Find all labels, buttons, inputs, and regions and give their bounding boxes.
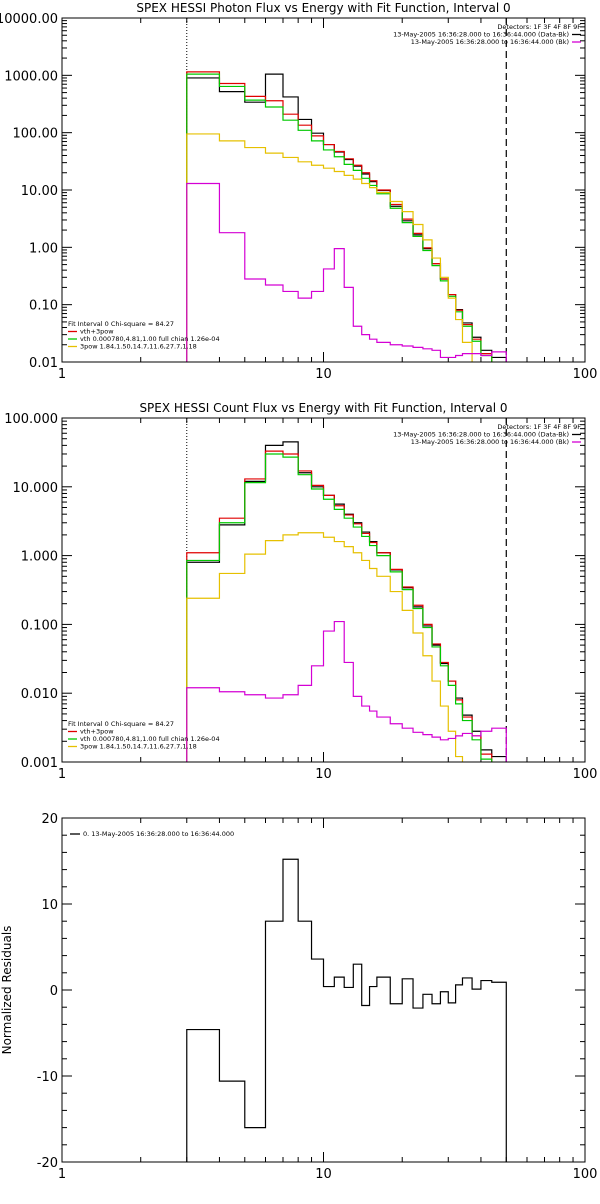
chart-panel-2: Normalized Residuals 1 10 100 -20 -10 0 10 20 0. …	[0, 812, 597, 1182]
series-line-data-bk	[186, 73, 507, 362]
series-line-data-bk	[186, 441, 507, 762]
legend-header: Fit Interval 0 Chi-square = 84.27	[68, 320, 174, 328]
y-tick-label: 0.100	[21, 618, 58, 633]
legend-entry-label: 13-May-2005 16:36:28.000 to 16:36:44.000…	[411, 438, 569, 446]
y-tick-label: 100.00	[13, 127, 59, 142]
legend-entry-label: vth 0.000780,4.81,1.00 full chian 1.26e-…	[80, 335, 220, 343]
chart-title: SPEX HESSI Count Flux vs Energy with Fit…	[139, 401, 507, 415]
y-tick-label: 100.000	[4, 412, 58, 427]
series-line-bk	[186, 620, 507, 762]
series-line-vth	[186, 73, 493, 362]
series-line-residuals	[186, 858, 507, 1162]
x-tick-label: 10	[315, 367, 332, 382]
legend-entry-label: 3pow 1.84,1.50,14.7,11.6,27.7,1.18	[80, 743, 197, 751]
legend-entry-label: 13-May-2005 16:36:28.000 to 16:36:44.000…	[411, 38, 569, 46]
legend-header: Detectors: 1F 3F 4F 8F 9F	[497, 23, 581, 31]
series-group	[186, 858, 507, 1162]
series-line-vth-3pow	[186, 71, 493, 362]
legend-entry-label: 3pow 1.84,1.50,14.7,11.6,27.7,1.18	[80, 343, 197, 351]
legend-entry-label: 0. 13-May-2005 16:36:28.000 to 16:36:44.…	[83, 830, 234, 838]
series-line-3pow	[186, 133, 473, 362]
series-line-vth	[186, 453, 493, 762]
legend-header: Fit Interval 0 Chi-square = 84.27	[68, 720, 174, 728]
legend-entry-label: 13-May-2005 16:36:28.000 to 16:36:44.000…	[393, 31, 569, 39]
x-tick-label: 10	[315, 767, 332, 782]
y-tick-label: 10.00	[21, 184, 58, 199]
y-tick-label: 0.010	[21, 687, 58, 702]
y-tick-label: 1.000	[21, 550, 58, 565]
y-tick-label: 0.001	[21, 756, 58, 771]
series-line-vth-3pow	[186, 450, 493, 762]
y-tick-label: 1000.00	[4, 69, 58, 84]
chart-panel-0: SPEX HESSI Photon Flux vs Energy with Fi…	[0, 1, 598, 382]
legend-entry-label: 13-May-2005 16:36:28.000 to 16:36:44.000…	[393, 431, 569, 439]
series-line-bk	[186, 182, 507, 362]
y-axis-label: Normalized Residuals	[0, 926, 14, 1055]
legend-header: Detectors: 1F 3F 4F 8F 9F	[497, 423, 581, 431]
series-line-3pow	[186, 532, 464, 762]
series-group	[186, 441, 507, 762]
y-tick-label: 0	[50, 984, 58, 999]
x-tick-label: 100	[573, 367, 598, 382]
y-tick-label: 0.01	[29, 356, 58, 371]
y-tick-label: -20	[37, 1156, 58, 1171]
plot-frame	[61, 17, 586, 363]
x-tick-label: 1	[58, 767, 66, 782]
y-tick-label: 1.00	[29, 241, 58, 256]
y-tick-label: 10.000	[13, 481, 59, 496]
x-tick-label: 10	[315, 1167, 332, 1182]
plot-frame	[61, 417, 586, 763]
plot-frame	[61, 817, 586, 1163]
y-tick-label: 0.10	[29, 299, 58, 314]
legend-entry-label: vth 0.000780,4.81,1.00 full chian 1.26e-…	[80, 735, 220, 743]
y-tick-label: 10	[41, 898, 58, 913]
legend-entry-label: vth+3pow	[80, 328, 114, 336]
chart-title: SPEX HESSI Photon Flux vs Energy with Fi…	[136, 1, 510, 15]
chart-panel-1: SPEX HESSI Count Flux vs Energy with Fit…	[4, 401, 598, 782]
series-group	[186, 71, 507, 362]
x-tick-label: 1	[58, 367, 66, 382]
y-tick-label: 10000.00	[0, 12, 58, 27]
x-tick-label: 100	[573, 1167, 598, 1182]
x-tick-label: 100	[573, 767, 598, 782]
y-tick-label: 20	[41, 812, 58, 827]
x-tick-label: 1	[58, 1167, 66, 1182]
legend-entry-label: vth+3pow	[80, 728, 114, 736]
y-tick-label: -10	[37, 1070, 58, 1085]
